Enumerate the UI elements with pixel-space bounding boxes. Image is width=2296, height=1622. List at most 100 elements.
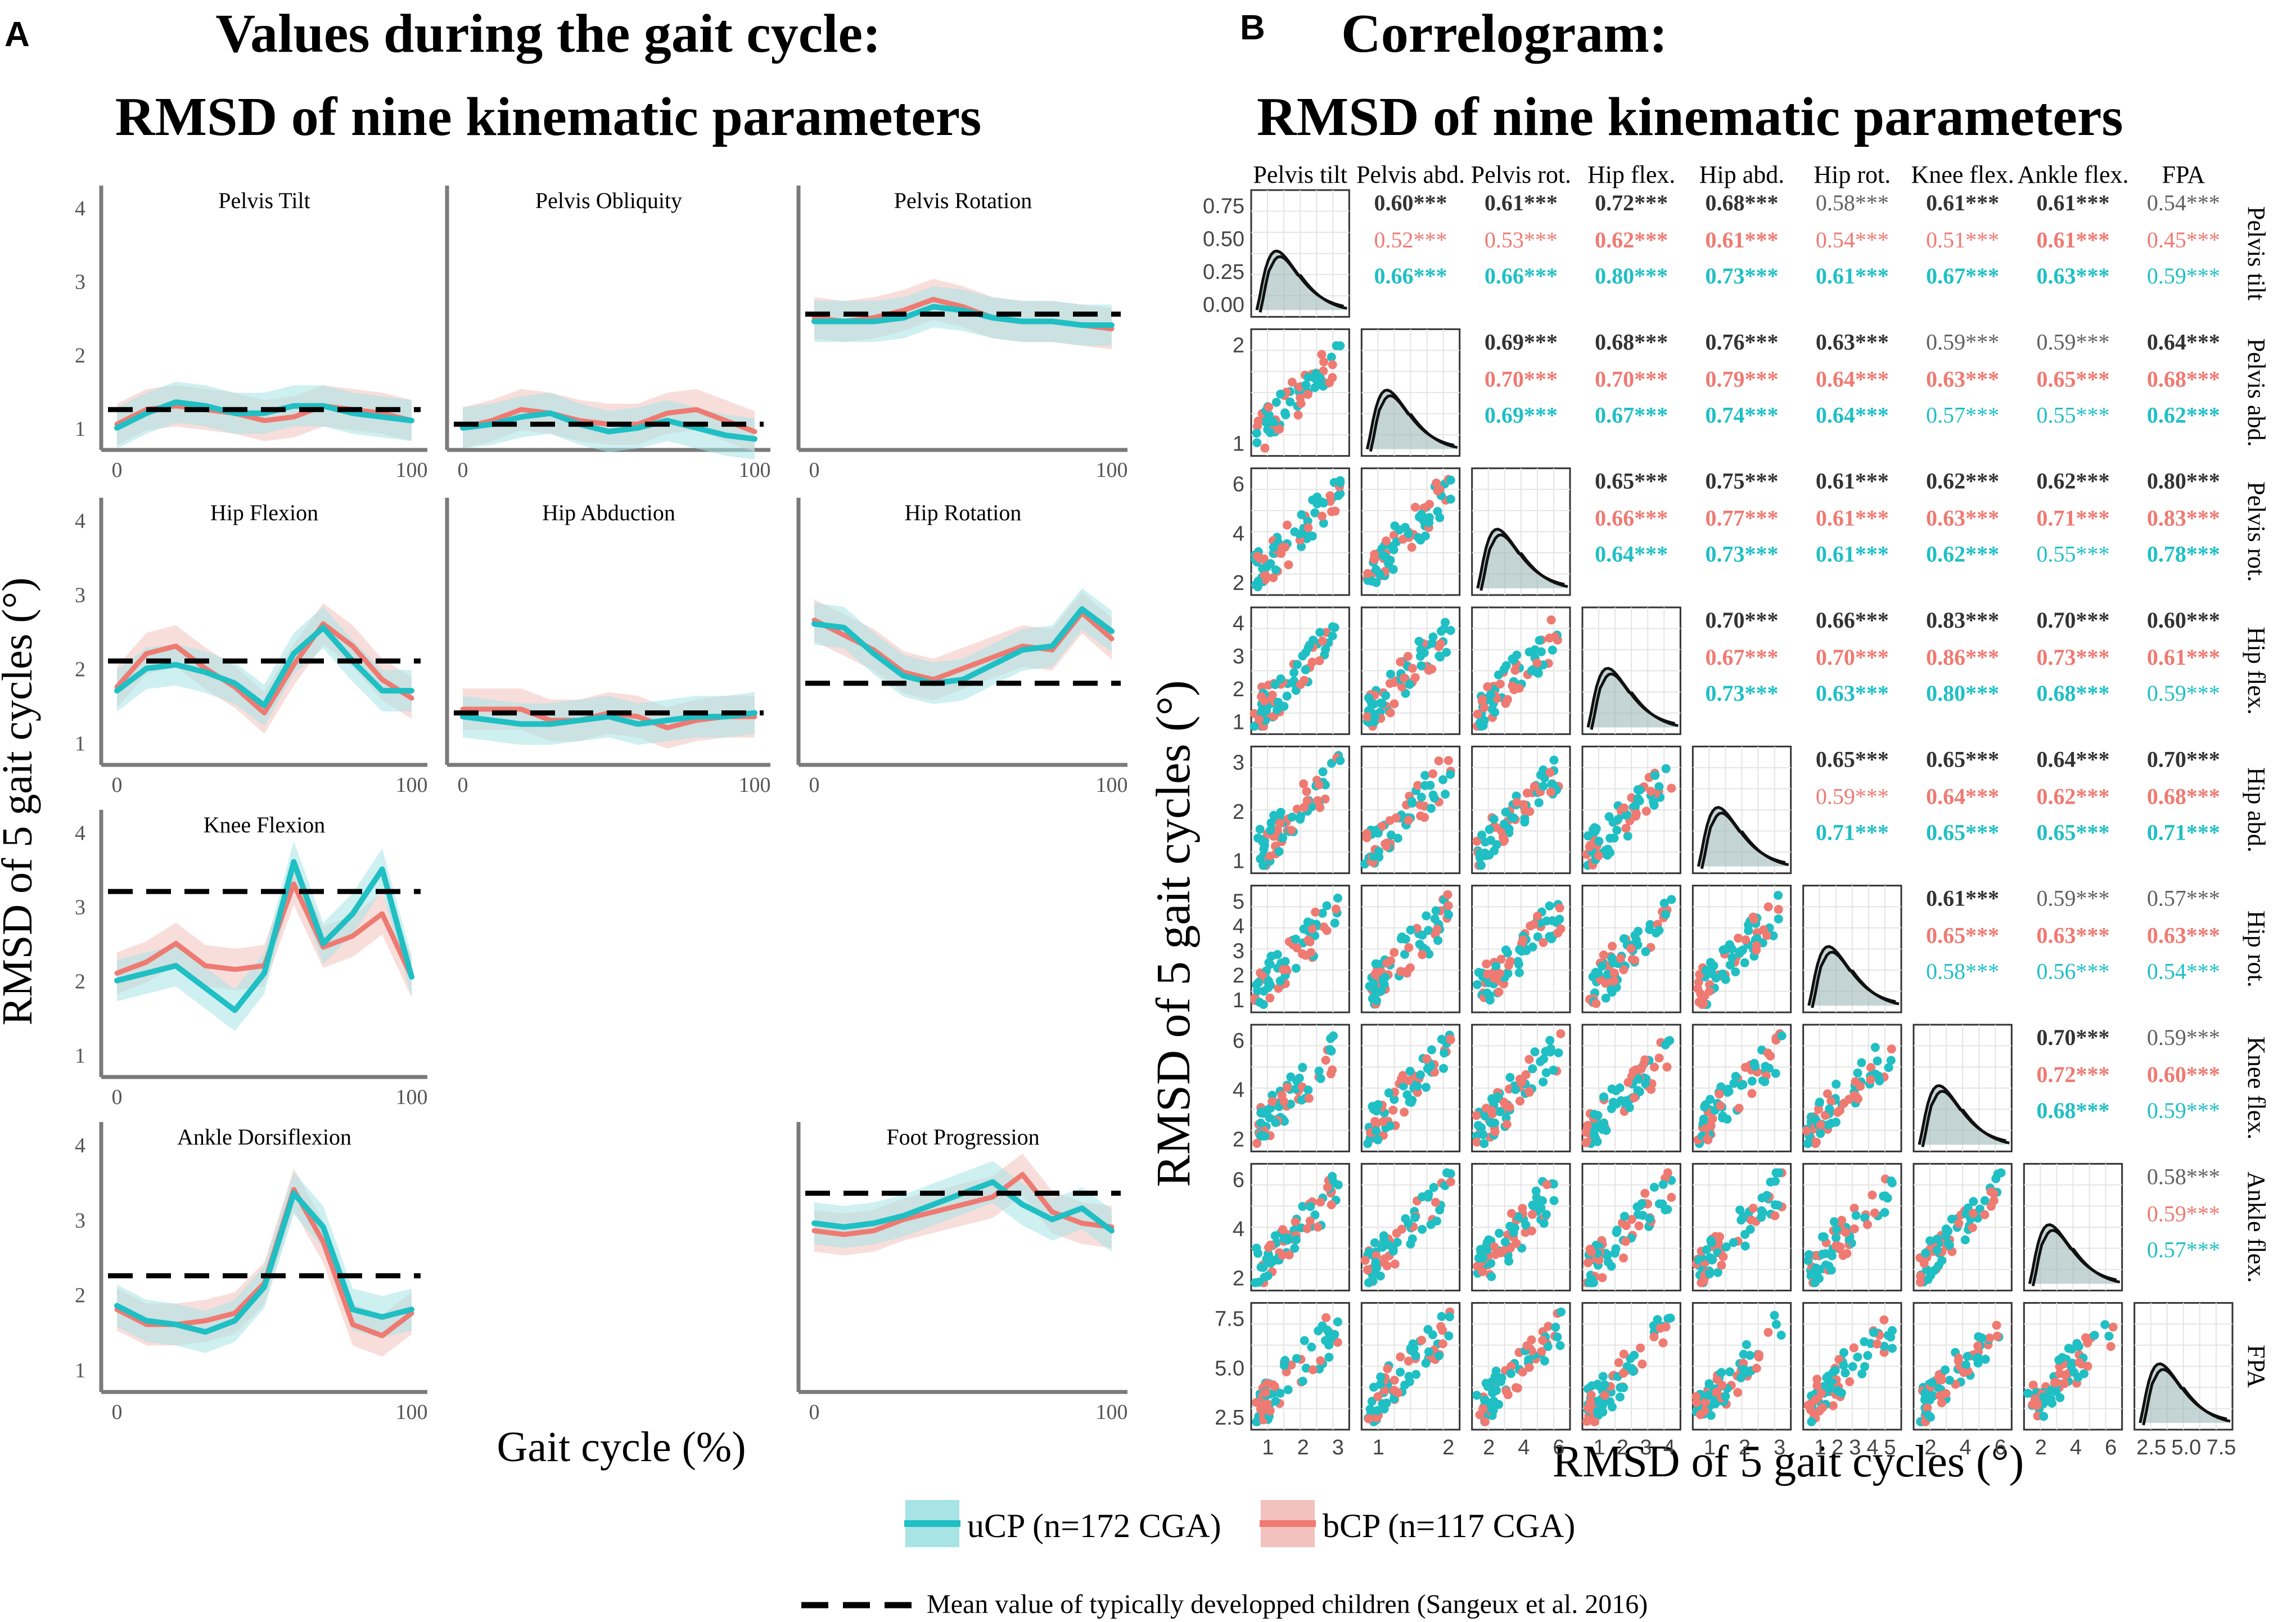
ucp-point <box>1384 1240 1394 1250</box>
correlation-bcp: 0.64*** <box>1816 366 1889 391</box>
ucp-point <box>1863 1351 1873 1360</box>
bcp-point <box>1501 1386 1511 1396</box>
bcp-point <box>1317 350 1327 359</box>
bcp-point <box>1649 1062 1659 1072</box>
correlation-cell: 0.83*** 0.86*** 0.80*** <box>1926 607 1999 706</box>
correlation-bcp: 0.62*** <box>1595 227 1668 253</box>
bcp-point <box>1844 1094 1854 1104</box>
ucp-point <box>1256 1108 1266 1118</box>
ucp-point <box>1555 914 1564 924</box>
correlation-cell: 0.80*** 0.83*** 0.78*** <box>2147 468 2220 567</box>
column-header-hip-flex: Hip flex. <box>1587 161 1675 188</box>
scatter-cell <box>1471 1163 1571 1292</box>
ucp-point <box>1666 1313 1675 1323</box>
bcp-point <box>1879 1315 1889 1324</box>
x-tick-label: 1 <box>1704 1436 1716 1459</box>
ucp-point <box>1405 1066 1415 1076</box>
ucp-point <box>1729 1079 1739 1088</box>
bcp-point <box>1980 1210 1990 1219</box>
ucp-point <box>1721 1242 1731 1251</box>
bcp-point <box>1620 803 1629 813</box>
correlation-all: 0.65*** <box>1816 746 1889 772</box>
bcp-point <box>1483 682 1492 692</box>
column-header-hip-rot: Hip rot. <box>1814 161 1891 188</box>
correlation-all: 0.61*** <box>1816 468 1889 494</box>
bcp-point <box>1363 1265 1372 1274</box>
bcp-point <box>1748 912 1758 922</box>
ucp-point <box>1424 926 1433 935</box>
density-line-bcp <box>2031 1229 2121 1287</box>
ucp-point <box>1873 1056 1882 1066</box>
bcp-point <box>1284 1250 1294 1260</box>
ucp-point <box>1381 691 1391 700</box>
ucp-point <box>1439 1064 1448 1073</box>
ucp-point <box>1810 1115 1819 1124</box>
ucp-point <box>1405 1377 1414 1386</box>
x-tick-label: 100 <box>396 1400 428 1424</box>
correlation-cell: 0.58*** 0.59*** 0.57*** <box>2147 1164 2220 1262</box>
bcp-point <box>1278 1250 1287 1260</box>
correlation-cell: 0.68*** 0.61*** 0.73*** <box>1706 190 1779 289</box>
ucp-point <box>1271 565 1280 575</box>
bcp-point <box>1363 569 1373 578</box>
bcp-point <box>1390 948 1399 957</box>
scatter-cell <box>1581 885 1681 1013</box>
panel-a-letter: A <box>4 15 30 54</box>
correlation-bcp: 0.63*** <box>1926 366 1999 391</box>
bcp-point <box>1291 1217 1300 1227</box>
subplot-title: Hip Flexion <box>210 500 318 525</box>
bcp-point <box>1261 572 1271 582</box>
ucp-point <box>1388 544 1398 553</box>
density-cell <box>1691 745 1792 875</box>
bcp-point <box>1410 502 1420 512</box>
bcp-point <box>1733 1388 1743 1397</box>
density-cell <box>1802 885 1902 1013</box>
ucp-point <box>1774 891 1783 900</box>
ucp-point <box>1430 914 1440 923</box>
scatter-cell <box>1802 1302 1902 1431</box>
ucp-point <box>1607 1084 1617 1094</box>
ucp-point <box>1623 831 1632 841</box>
ucp-point <box>1658 1180 1668 1189</box>
ucp-point <box>1365 1404 1375 1414</box>
row-label-pelvis-abd: Pelvis abd. <box>2243 338 2270 447</box>
correlation-ucp: 0.65*** <box>2037 819 2110 845</box>
bcp-point <box>1499 1246 1508 1255</box>
ucp-point <box>1431 906 1441 916</box>
ucp-point <box>1298 1202 1307 1211</box>
y-tick-label: 2 <box>1233 678 1244 701</box>
correlation-cell: 0.61*** 0.61*** 0.63*** <box>2037 190 2110 289</box>
x-tick-label: 3 <box>1640 1436 1652 1459</box>
ucp-point <box>1480 1395 1489 1405</box>
ucp-point <box>1776 1331 1786 1340</box>
ucp-point <box>1414 637 1424 646</box>
bcp-point <box>1404 1076 1414 1085</box>
x-tick-label: 0 <box>809 458 820 482</box>
ucp-point <box>1484 1235 1494 1245</box>
ucp-point <box>1418 1224 1427 1234</box>
y-tick-label: 4 <box>75 1134 85 1157</box>
ucp-point <box>1419 648 1429 657</box>
density-line-bcp <box>1369 394 1458 452</box>
density-cell <box>1581 606 1681 735</box>
ucp-point <box>1993 1169 2002 1179</box>
ucp-point <box>1521 1220 1531 1230</box>
correlation-bcp: 0.60*** <box>2147 1062 2220 1087</box>
bcp-point <box>1325 378 1334 388</box>
bcp-point <box>2055 1369 2064 1378</box>
bcp-point <box>1410 673 1420 682</box>
ucp-point <box>1537 1196 1547 1205</box>
scatter-cell <box>1250 606 1350 735</box>
bcp-point <box>1312 796 1322 805</box>
correlation-all: 0.68*** <box>1706 190 1779 215</box>
bcp-point <box>1323 1183 1332 1192</box>
ucp-point <box>1286 1072 1296 1082</box>
bcp-point <box>1986 1187 1996 1196</box>
ucp-point <box>1549 755 1559 765</box>
bcp-point <box>1692 1398 1701 1407</box>
ucp-point <box>1654 926 1664 935</box>
ucp-point <box>1473 980 1482 989</box>
bcp-point <box>1954 1353 1963 1363</box>
subplot-hip-flexion: Hip Flexion 1 2 3 4 0 100 <box>75 498 428 797</box>
